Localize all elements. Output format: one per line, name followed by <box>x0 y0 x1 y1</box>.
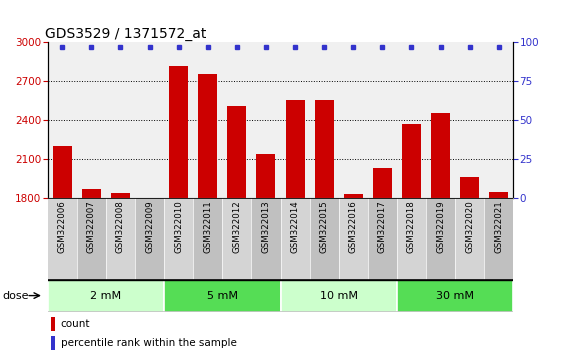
Bar <box>280 198 310 280</box>
Text: GSM322021: GSM322021 <box>494 201 503 253</box>
Text: 2 mM: 2 mM <box>90 291 121 301</box>
Text: GSM322013: GSM322013 <box>261 201 270 253</box>
Bar <box>169 66 188 198</box>
Bar <box>164 198 193 280</box>
Bar <box>397 198 426 280</box>
Bar <box>368 198 397 280</box>
Bar <box>51 336 56 350</box>
Bar <box>51 317 56 331</box>
Bar <box>227 106 246 198</box>
Text: GSM322020: GSM322020 <box>465 201 474 253</box>
Bar <box>286 99 305 198</box>
Text: GSM322014: GSM322014 <box>291 201 300 253</box>
Bar <box>198 74 217 198</box>
Text: GSM322015: GSM322015 <box>320 201 329 253</box>
Text: 30 mM: 30 mM <box>436 291 474 301</box>
Bar <box>431 113 450 198</box>
Bar <box>222 198 251 280</box>
Bar <box>48 198 77 280</box>
Bar <box>455 198 484 280</box>
Text: GSM322009: GSM322009 <box>145 201 154 253</box>
Text: GDS3529 / 1371572_at: GDS3529 / 1371572_at <box>45 28 207 41</box>
Text: GSM322016: GSM322016 <box>349 201 358 253</box>
Bar <box>402 124 421 198</box>
Text: GSM322008: GSM322008 <box>116 201 125 253</box>
Text: percentile rank within the sample: percentile rank within the sample <box>61 338 237 348</box>
Bar <box>106 198 135 280</box>
Bar <box>111 193 130 198</box>
Bar <box>489 192 508 198</box>
Text: dose: dose <box>2 291 29 301</box>
Bar <box>164 280 280 312</box>
Bar <box>339 198 368 280</box>
Bar <box>77 198 106 280</box>
Bar <box>48 280 164 312</box>
Bar <box>53 146 72 198</box>
Bar <box>280 280 397 312</box>
Text: GSM322007: GSM322007 <box>87 201 96 253</box>
Text: GSM322012: GSM322012 <box>232 201 241 253</box>
Bar <box>135 198 164 280</box>
Text: GSM322011: GSM322011 <box>203 201 212 253</box>
Bar <box>193 198 222 280</box>
Bar <box>315 99 334 198</box>
Bar <box>256 154 275 198</box>
Text: count: count <box>61 319 90 329</box>
Bar <box>397 280 513 312</box>
Bar <box>82 189 101 198</box>
Bar <box>373 169 392 198</box>
Bar <box>484 198 513 280</box>
Text: GSM322010: GSM322010 <box>174 201 183 253</box>
Bar <box>251 198 280 280</box>
Text: GSM322018: GSM322018 <box>407 201 416 253</box>
Bar <box>426 198 455 280</box>
Text: GSM322019: GSM322019 <box>436 201 445 253</box>
Text: GSM322006: GSM322006 <box>58 201 67 253</box>
Bar <box>344 194 363 198</box>
Bar <box>310 198 339 280</box>
Text: GSM322017: GSM322017 <box>378 201 387 253</box>
Bar <box>460 177 479 198</box>
Text: 10 mM: 10 mM <box>320 291 358 301</box>
Text: 5 mM: 5 mM <box>207 291 238 301</box>
